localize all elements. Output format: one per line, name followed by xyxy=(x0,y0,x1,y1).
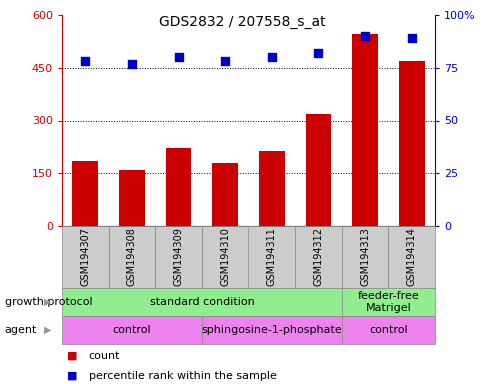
Text: GSM194307: GSM194307 xyxy=(80,227,90,286)
Text: ▶: ▶ xyxy=(44,297,51,307)
Text: ■: ■ xyxy=(67,371,77,381)
Point xyxy=(221,58,228,65)
Text: GSM194313: GSM194313 xyxy=(359,228,369,286)
Text: control: control xyxy=(368,325,407,335)
Point xyxy=(81,58,89,65)
Bar xyxy=(388,226,434,288)
Bar xyxy=(201,226,248,288)
Bar xyxy=(62,288,341,316)
Bar xyxy=(295,226,341,288)
Point xyxy=(407,35,415,41)
Text: GSM194308: GSM194308 xyxy=(127,228,136,286)
Bar xyxy=(166,148,191,226)
Bar xyxy=(351,34,377,226)
Text: ■: ■ xyxy=(67,351,77,361)
Bar xyxy=(72,161,98,226)
Text: count: count xyxy=(89,351,120,361)
Bar xyxy=(62,226,108,288)
Text: agent: agent xyxy=(5,325,37,335)
Text: GSM194314: GSM194314 xyxy=(406,228,416,286)
Bar xyxy=(341,316,434,344)
Bar xyxy=(341,288,434,316)
Text: GSM194311: GSM194311 xyxy=(266,228,276,286)
Text: feeder-free
Matrigel: feeder-free Matrigel xyxy=(357,291,418,313)
Bar xyxy=(62,316,201,344)
Text: GSM194312: GSM194312 xyxy=(313,227,323,286)
Bar xyxy=(119,170,144,226)
Bar xyxy=(398,61,424,226)
Bar xyxy=(341,226,388,288)
Text: sphingosine-1-phosphate: sphingosine-1-phosphate xyxy=(201,325,342,335)
Text: GSM194310: GSM194310 xyxy=(220,228,230,286)
Text: ▶: ▶ xyxy=(44,325,51,335)
Text: GDS2832 / 207558_s_at: GDS2832 / 207558_s_at xyxy=(159,15,325,29)
Text: GSM194309: GSM194309 xyxy=(173,228,183,286)
Bar xyxy=(212,164,238,226)
Point xyxy=(128,60,136,66)
Text: percentile rank within the sample: percentile rank within the sample xyxy=(89,371,276,381)
Bar xyxy=(201,316,341,344)
Point xyxy=(267,54,275,60)
Point xyxy=(314,50,322,56)
Bar xyxy=(155,226,201,288)
Bar xyxy=(108,226,155,288)
Text: growth protocol: growth protocol xyxy=(5,297,92,307)
Point xyxy=(361,33,368,39)
Bar xyxy=(258,151,284,226)
Text: standard condition: standard condition xyxy=(149,297,254,307)
Point xyxy=(174,54,182,60)
Bar xyxy=(305,114,331,226)
Bar xyxy=(248,226,295,288)
Text: control: control xyxy=(112,325,151,335)
